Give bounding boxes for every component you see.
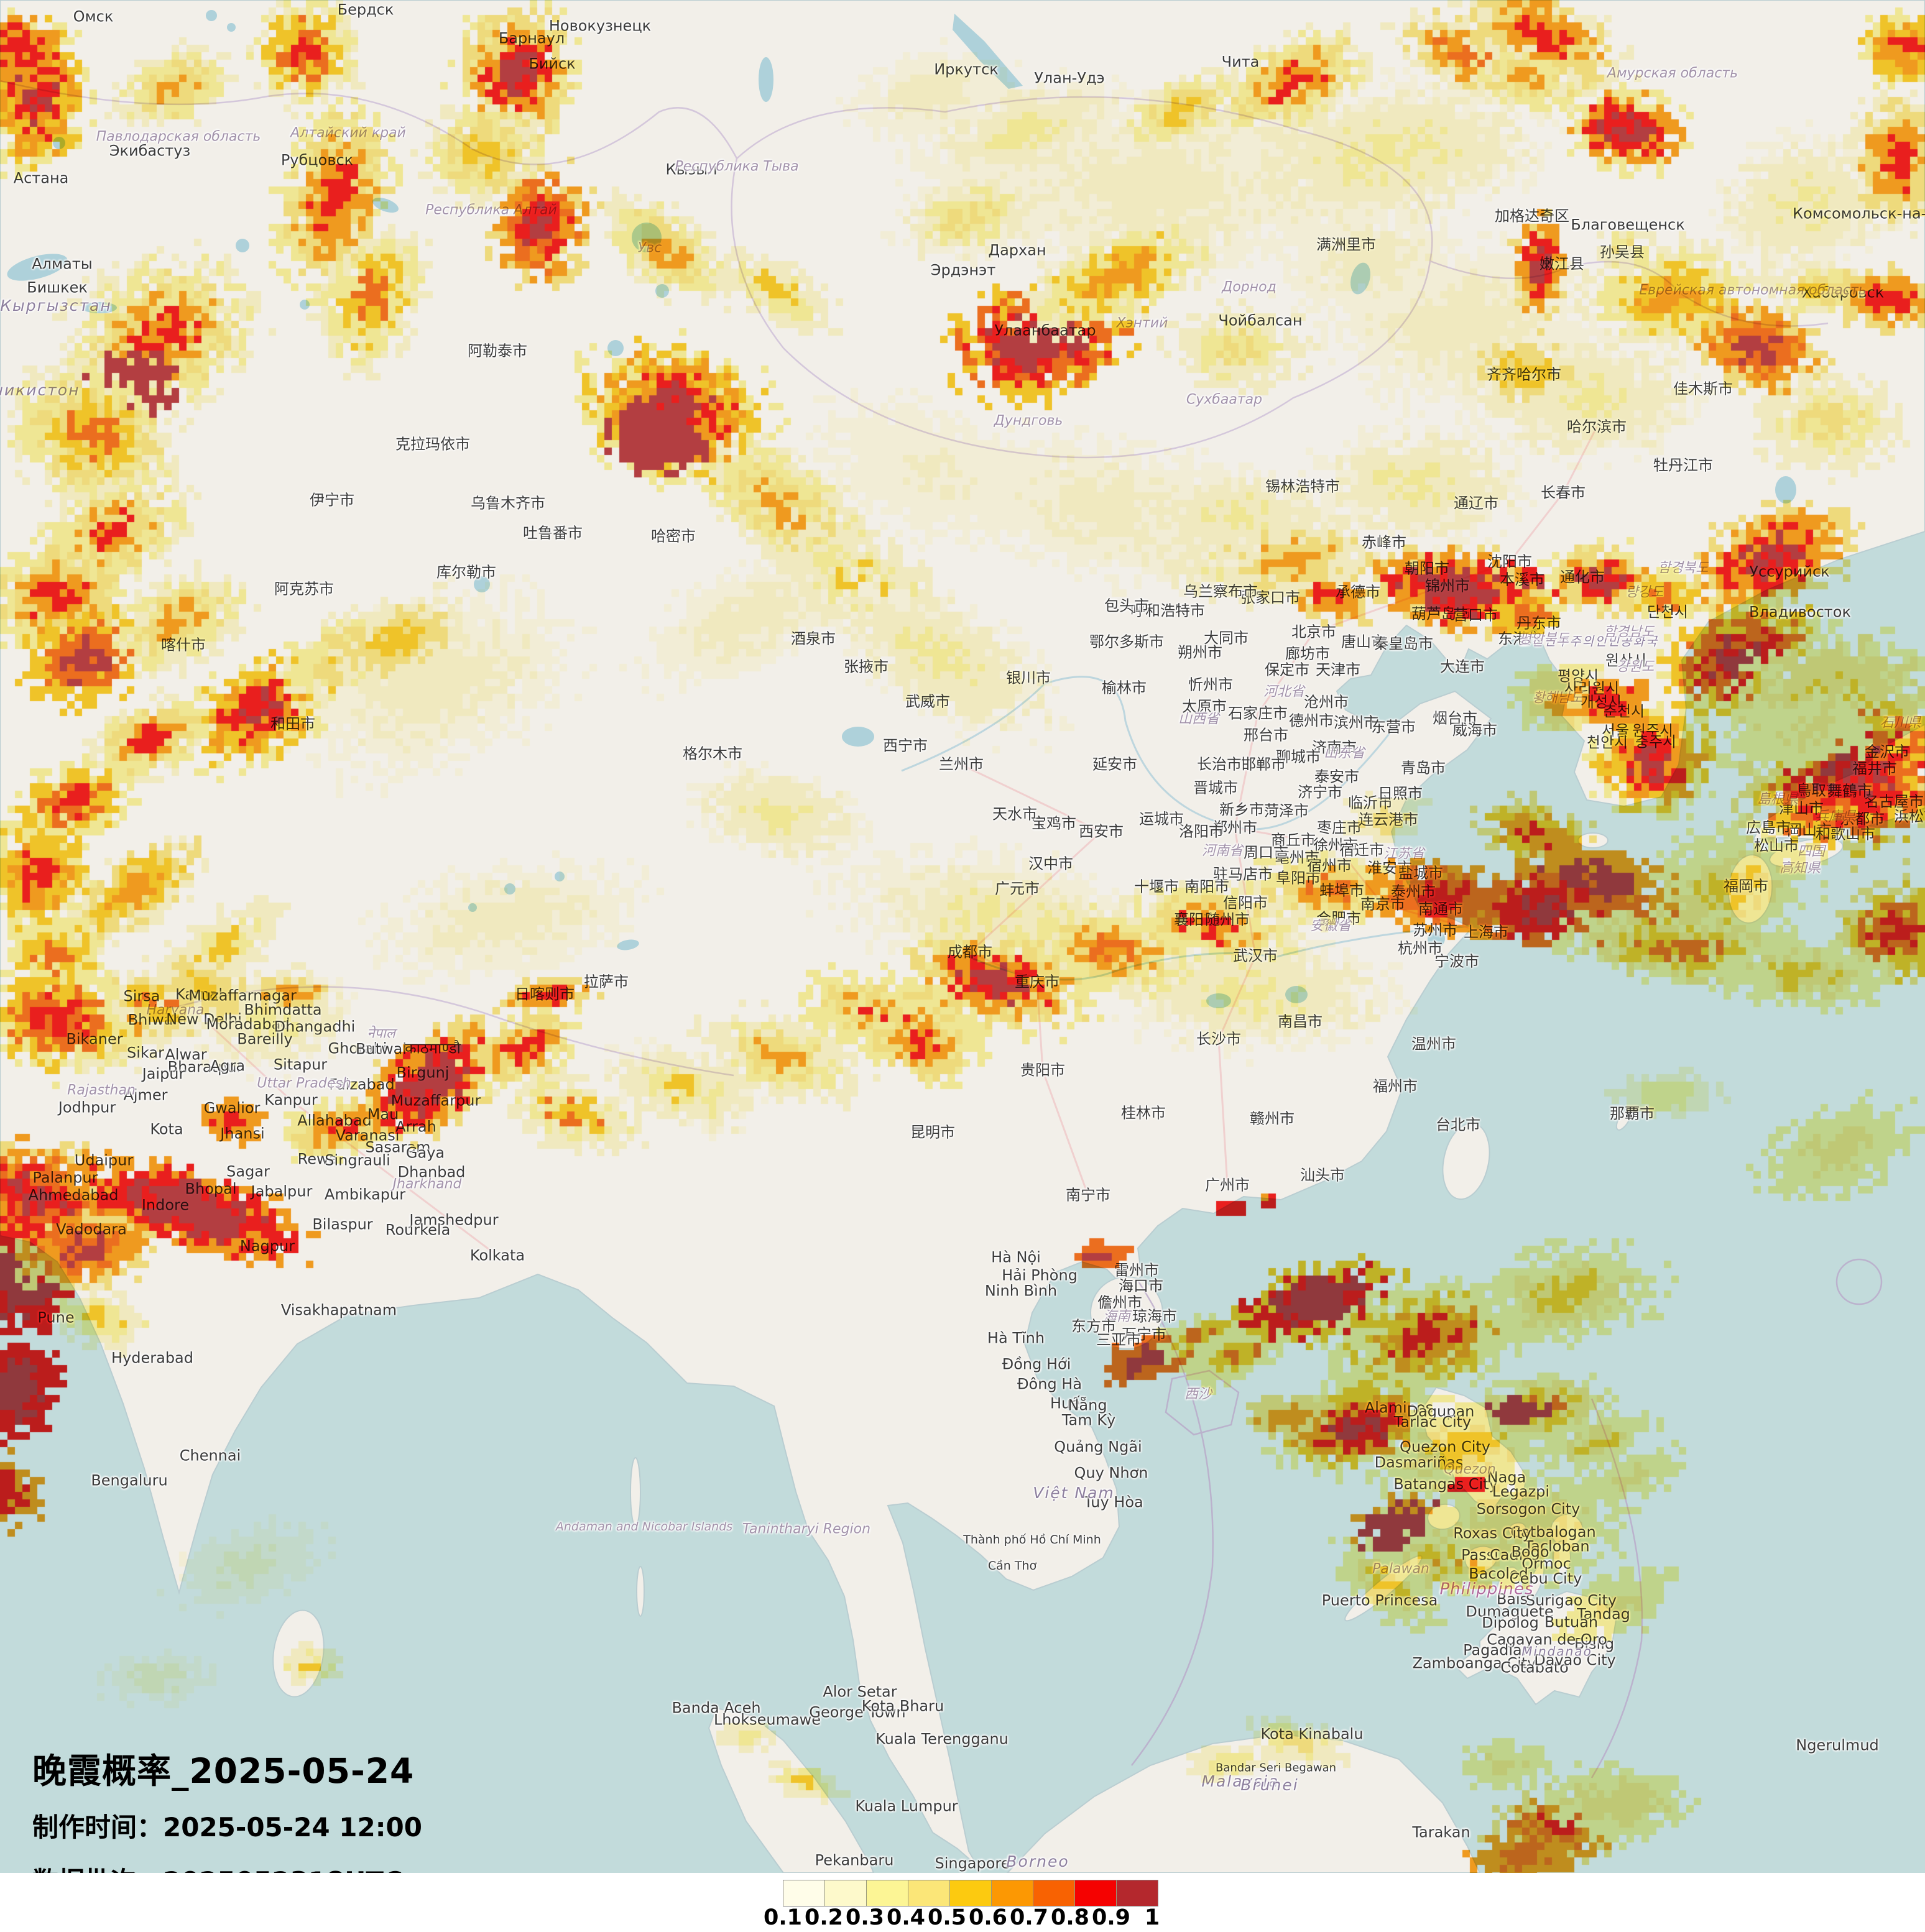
legend-tick-label: 0.1: [763, 1905, 803, 1930]
island-samar: [1550, 1514, 1584, 1547]
basemap-svg: [0, 0, 1925, 1873]
legend-swatch: [783, 1880, 824, 1906]
legend-tick-label: 1: [1144, 1905, 1160, 1930]
legend-tick-label: 0.2: [804, 1905, 844, 1930]
legend-tick-label: 0.7: [1009, 1905, 1049, 1930]
legend-swatch: [949, 1880, 991, 1906]
legend-swatch: [991, 1880, 1033, 1906]
legend-swatch: [1074, 1880, 1116, 1906]
legend-tick-label: 0.9: [1091, 1905, 1131, 1930]
legend-tick-label: 0.3: [845, 1905, 885, 1930]
island-jeju: [1577, 832, 1609, 849]
island-andaman: [630, 1457, 641, 1527]
legend-swatch: [1033, 1880, 1074, 1906]
legend-tick-label: 0.8: [1050, 1905, 1090, 1930]
legend-swatch: [866, 1880, 908, 1906]
island-nicobar: [636, 1566, 645, 1617]
island-leyte: [1553, 1540, 1571, 1574]
legend-strip: 0.1 0.2 0.3 0.4 0.5 0.6 0.7 0.8 0.9 1: [0, 1873, 1925, 1932]
map-viewport[interactable]: Омск Бердск Новокузнецк Барнаул Бийск Рубцовс…: [0, 0, 1925, 1873]
legend-swatch: [1116, 1880, 1158, 1906]
legend-tick-label: 0.4: [886, 1905, 926, 1930]
legend-color-bar: [783, 1880, 1158, 1907]
legend-tick-label: 0.6: [968, 1905, 1008, 1930]
legend-tick-label: 0.5: [927, 1905, 967, 1930]
legend-swatch: [908, 1880, 949, 1906]
legend-swatch: [824, 1880, 866, 1906]
legend-ticks: 0.1 0.2 0.3 0.4 0.5 0.6 0.7 0.8 0.9 1: [0, 1873, 1925, 1932]
island-hainan: [1090, 1276, 1163, 1350]
